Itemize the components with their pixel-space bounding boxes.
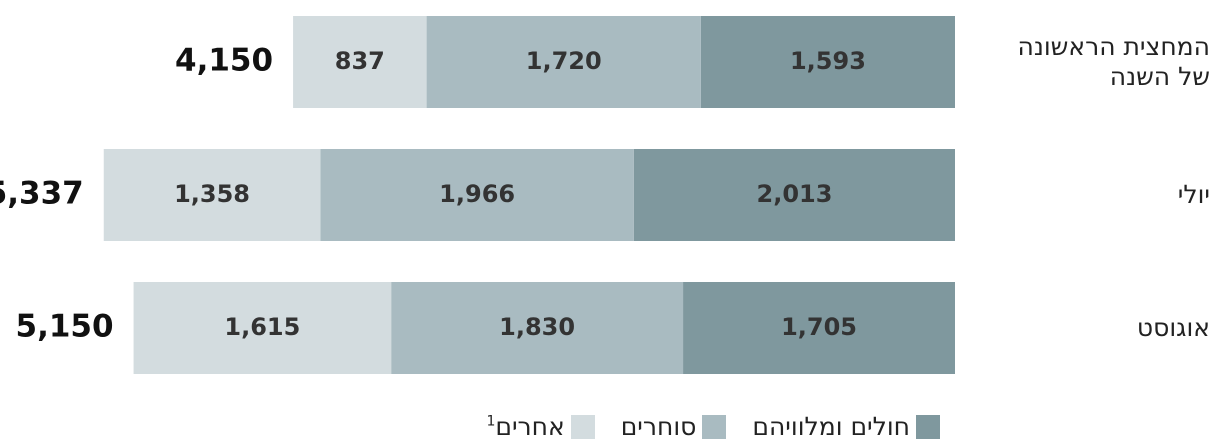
value-label: 837	[335, 47, 385, 75]
bar-segment	[133, 282, 392, 374]
value-label: 1,720	[526, 47, 602, 75]
value-label: 1,358	[174, 180, 250, 208]
category-label: אוגוסט	[1136, 313, 1210, 342]
legend-item: אחרים1	[486, 412, 595, 441]
bar-segment	[633, 149, 955, 241]
legend-label: סוחרים	[620, 412, 697, 441]
total-label: 4,150	[175, 43, 273, 79]
legend-label: חולים ומלוויהם	[752, 412, 910, 441]
legend-swatch	[570, 414, 595, 439]
value-label: 1,705	[781, 313, 857, 341]
total-label: 5,337	[0, 176, 84, 212]
legend: חולים ומלוויהם סוחרים אחרים1	[486, 412, 940, 441]
bar-segment	[700, 16, 955, 108]
total-label: 5,150	[16, 309, 114, 345]
legend-item: חולים ומלוויהם	[752, 412, 940, 441]
category-label: המחצית הראשונה של השנה	[1017, 32, 1210, 91]
legend-text: אחרים1	[486, 412, 564, 441]
bar-segment	[391, 282, 684, 374]
bar-segment	[426, 16, 701, 108]
legend-swatch	[702, 414, 727, 439]
legend-item: סוחרים	[621, 412, 727, 441]
bar-segment	[683, 282, 955, 374]
legend-text: סוחרים	[621, 412, 697, 441]
value-label: 1,966	[439, 180, 515, 208]
value-label: 2,013	[757, 180, 833, 208]
legend-text: חולים ומלוויהם	[752, 412, 910, 441]
bar-segment	[320, 149, 634, 241]
legend-swatch	[916, 414, 940, 439]
bar-segment	[103, 149, 321, 241]
footnote-mark: 1	[486, 413, 496, 430]
category-label: יולי	[1177, 180, 1210, 209]
value-label: 1,593	[790, 47, 866, 75]
value-label: 1,615	[224, 313, 300, 341]
legend-label: אחרים	[495, 412, 565, 441]
value-label: 1,830	[499, 313, 575, 341]
bar-segment	[293, 16, 427, 108]
